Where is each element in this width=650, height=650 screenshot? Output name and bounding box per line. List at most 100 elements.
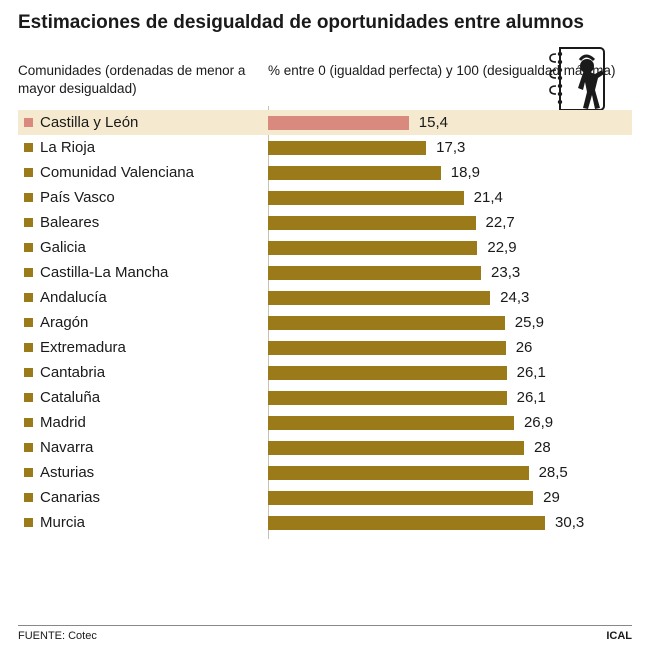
bar-cell: 23,3	[268, 264, 632, 281]
row-label: Andalucía	[18, 289, 268, 306]
chart-title: Estimaciones de desigualdad de oportunid…	[18, 12, 632, 34]
row-label-text: Extremadura	[40, 339, 126, 356]
bar	[268, 341, 506, 355]
bullet-icon	[24, 418, 33, 427]
bar-value: 29	[543, 489, 560, 506]
bar-value: 21,4	[474, 189, 503, 206]
bar	[268, 291, 490, 305]
bar-cell: 24,3	[268, 289, 632, 306]
bar	[268, 116, 409, 130]
table-row: Baleares 22,7	[18, 210, 632, 235]
bar-chart: Castilla y León 15,4 La Rioja 17,3 Comunidad…	[18, 110, 632, 535]
row-label: Comunidad Valenciana	[18, 164, 268, 181]
bar	[268, 441, 524, 455]
bar	[268, 316, 505, 330]
footer-brand: ICAL	[606, 630, 632, 642]
row-label: Asturias	[18, 464, 268, 481]
table-row: Galicia 22,9	[18, 235, 632, 260]
bar-value: 28	[534, 439, 551, 456]
bar	[268, 141, 426, 155]
footer: FUENTE: Cotec ICAL	[18, 625, 632, 642]
bar-value: 26,1	[517, 389, 546, 406]
bar-value: 24,3	[500, 289, 529, 306]
bar-cell: 28	[268, 439, 632, 456]
bar	[268, 516, 545, 530]
bar-cell: 26	[268, 339, 632, 356]
table-row: Cataluña 26,1	[18, 385, 632, 410]
bullet-icon	[24, 293, 33, 302]
table-row: Comunidad Valenciana 18,9	[18, 160, 632, 185]
row-label: La Rioja	[18, 139, 268, 156]
row-label: Murcia	[18, 514, 268, 531]
table-row: Castilla y León 15,4	[18, 110, 632, 135]
bar-value: 30,3	[555, 514, 584, 531]
row-label: Navarra	[18, 439, 268, 456]
table-row: Aragón 25,9	[18, 310, 632, 335]
table-row: Navarra 28	[18, 435, 632, 460]
table-row: Asturias 28,5	[18, 460, 632, 485]
table-row: Castilla-La Mancha 23,3	[18, 260, 632, 285]
bullet-icon	[24, 243, 33, 252]
bar	[268, 416, 514, 430]
bar	[268, 491, 533, 505]
table-row: Extremadura 26	[18, 335, 632, 360]
bar	[268, 391, 507, 405]
bar-cell: 22,9	[268, 239, 632, 256]
row-label-text: Asturias	[40, 464, 94, 481]
row-label-text: Cataluña	[40, 389, 100, 406]
bar	[268, 191, 464, 205]
bullet-icon	[24, 168, 33, 177]
bullet-icon	[24, 118, 33, 127]
bar-value: 22,7	[486, 214, 515, 231]
bar-cell: 17,3	[268, 139, 632, 156]
bar-cell: 15,4	[268, 114, 632, 131]
row-label: Madrid	[18, 414, 268, 431]
row-label-text: Baleares	[40, 214, 99, 231]
table-row: La Rioja 17,3	[18, 135, 632, 160]
row-label-text: País Vasco	[40, 189, 115, 206]
footer-source: FUENTE: Cotec	[18, 630, 97, 642]
bar-cell: 25,9	[268, 314, 632, 331]
bar-value: 17,3	[436, 139, 465, 156]
bar-cell: 28,5	[268, 464, 632, 481]
bullet-icon	[24, 518, 33, 527]
bullet-icon	[24, 368, 33, 377]
row-label: Aragón	[18, 314, 268, 331]
row-label-text: Aragón	[40, 314, 88, 331]
row-label: Baleares	[18, 214, 268, 231]
bar-value: 15,4	[419, 114, 448, 131]
bar-value: 23,3	[491, 264, 520, 281]
row-label-text: Castilla-La Mancha	[40, 264, 168, 281]
table-row: Madrid 26,9	[18, 410, 632, 435]
row-label-text: Madrid	[40, 414, 86, 431]
bullet-icon	[24, 218, 33, 227]
bullet-icon	[24, 393, 33, 402]
bar-cell: 26,9	[268, 414, 632, 431]
bullet-icon	[24, 143, 33, 152]
row-label-text: Canarias	[40, 489, 100, 506]
row-label: Castilla-La Mancha	[18, 264, 268, 281]
table-row: País Vasco 21,4	[18, 185, 632, 210]
row-label-text: Andalucía	[40, 289, 107, 306]
bullet-icon	[24, 343, 33, 352]
row-label-text: Murcia	[40, 514, 85, 531]
row-label-text: La Rioja	[40, 139, 95, 156]
bar-value: 28,5	[539, 464, 568, 481]
bar-value: 18,9	[451, 164, 480, 181]
bar-cell: 26,1	[268, 364, 632, 381]
bar	[268, 466, 529, 480]
row-label-text: Cantabria	[40, 364, 105, 381]
table-row: Cantabria 26,1	[18, 360, 632, 385]
row-label-text: Galicia	[40, 239, 86, 256]
row-label: Cantabria	[18, 364, 268, 381]
row-label: Cataluña	[18, 389, 268, 406]
bar-value: 26	[516, 339, 533, 356]
bar-value: 22,9	[487, 239, 516, 256]
bar	[268, 241, 477, 255]
bullet-icon	[24, 268, 33, 277]
bar-value: 26,9	[524, 414, 553, 431]
bar	[268, 366, 507, 380]
bar	[268, 216, 476, 230]
row-label-text: Comunidad Valenciana	[40, 164, 194, 181]
row-label-text: Castilla y León	[40, 114, 138, 131]
